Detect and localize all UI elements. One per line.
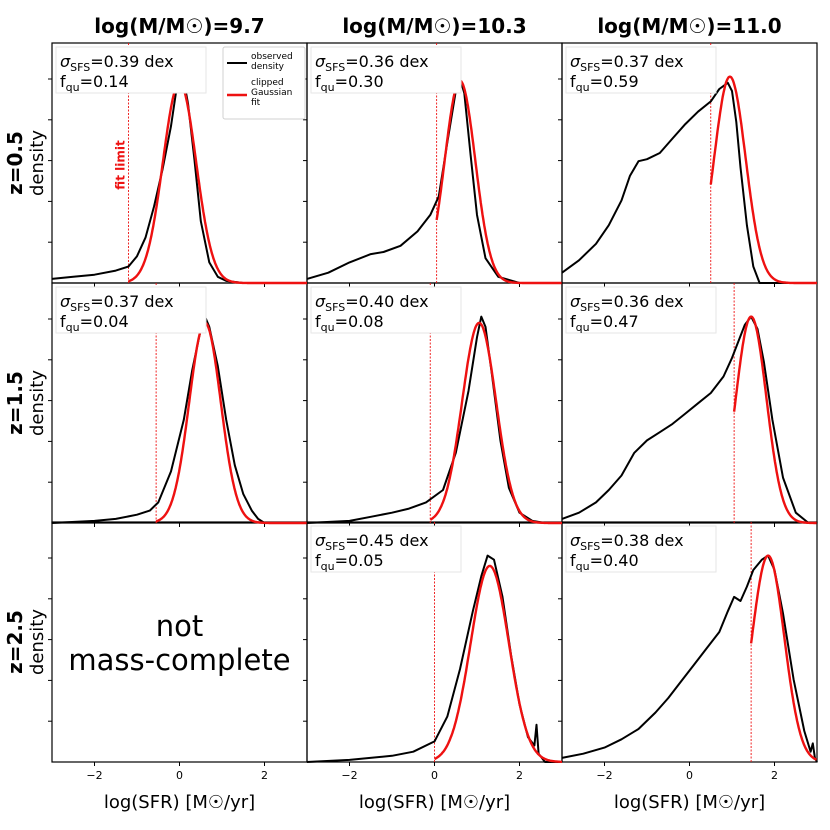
fqu-label: fqu=0.14 bbox=[60, 72, 129, 94]
stats-box-bg bbox=[565, 525, 717, 573]
row-title: z=1.5 bbox=[3, 371, 27, 435]
stats-box-bg bbox=[310, 525, 462, 573]
observed-density-line bbox=[561, 81, 817, 284]
x-tick-label: 0 bbox=[431, 769, 438, 782]
fqu-label: fqu=0.08 bbox=[315, 312, 384, 334]
sigma-label: σSFS=0.36 dex bbox=[315, 52, 429, 74]
panel-frames bbox=[48, 42, 818, 766]
y-axis-label: density bbox=[27, 130, 48, 196]
x-tick-label: 0 bbox=[686, 769, 693, 782]
not-complete-label: mass-complete bbox=[68, 643, 290, 677]
legend-fit-label: Gaussian bbox=[251, 88, 292, 98]
observed-density-line bbox=[51, 315, 307, 524]
fqu-label: fqu=0.30 bbox=[315, 72, 384, 94]
fqu-label: fqu=0.47 bbox=[570, 312, 639, 334]
x-tick-label: 2 bbox=[516, 769, 523, 782]
x-tick-label: 0 bbox=[176, 769, 183, 782]
legend-observed-label: observed bbox=[251, 52, 293, 62]
sigma-label: σSFS=0.36 dex bbox=[570, 292, 684, 314]
column-title: log(M/M☉)=11.0 bbox=[597, 14, 781, 38]
observed-density-line bbox=[306, 315, 562, 524]
gaussian-fit-line bbox=[732, 315, 817, 525]
fqu-label: fqu=0.59 bbox=[570, 72, 639, 94]
gaussian-fit-line bbox=[429, 321, 563, 525]
gaussian-fit-line bbox=[128, 81, 308, 285]
panel-frame bbox=[558, 282, 818, 527]
column-title: log(M/M☉)=10.3 bbox=[342, 14, 526, 38]
not-complete-label: not bbox=[156, 609, 204, 643]
gaussian-fit-line bbox=[155, 321, 307, 525]
gaussian-fit-line bbox=[749, 554, 818, 761]
legend-fit-label: clipped bbox=[251, 78, 284, 88]
legend-fit-label: fit bbox=[251, 98, 261, 108]
observed-density-line bbox=[306, 77, 562, 284]
stats-box-bg bbox=[310, 46, 462, 94]
gaussian-fit-line bbox=[435, 79, 562, 285]
legend-box bbox=[222, 46, 306, 120]
stats-box-bg bbox=[310, 286, 462, 334]
legend-observed-label: density bbox=[251, 62, 285, 72]
y-axis-label: density bbox=[27, 609, 48, 675]
x-tick-label: −2 bbox=[341, 769, 357, 782]
x-tick-label: −2 bbox=[86, 769, 102, 782]
x-tick-label: 2 bbox=[771, 769, 778, 782]
sigma-label: σSFS=0.39 dex bbox=[60, 52, 174, 74]
sigma-label: σSFS=0.45 dex bbox=[315, 531, 429, 553]
fqu-label: fqu=0.40 bbox=[570, 551, 639, 573]
sigma-label: σSFS=0.37 dex bbox=[60, 292, 174, 314]
x-tick-label: 2 bbox=[261, 769, 268, 782]
observed-density-line bbox=[306, 554, 562, 763]
panel bbox=[561, 283, 817, 525]
column-title: log(M/M☉)=9.7 bbox=[94, 14, 264, 38]
sigma-label: σSFS=0.37 dex bbox=[570, 52, 684, 74]
y-axis-label: density bbox=[27, 370, 48, 436]
x-axis-label: log(SFR) [M☉/yr] bbox=[359, 792, 510, 813]
x-axis-label: log(SFR) [M☉/yr] bbox=[614, 792, 765, 813]
stats-box-bg bbox=[55, 286, 207, 334]
observed-density-line bbox=[561, 315, 817, 524]
gaussian-fit-line bbox=[709, 75, 818, 285]
x-axis-label: log(SFR) [M☉/yr] bbox=[104, 792, 255, 813]
panel bbox=[561, 522, 818, 763]
stats-box-bg bbox=[55, 46, 207, 94]
gaussian-fit-line bbox=[434, 564, 563, 763]
x-tick-label: −2 bbox=[596, 769, 612, 782]
sigma-label: σSFS=0.40 dex bbox=[315, 292, 429, 314]
stats-box-bg bbox=[565, 286, 717, 334]
fqu-label: fqu=0.05 bbox=[315, 551, 384, 573]
panel-frame bbox=[558, 521, 818, 766]
sigma-label: σSFS=0.38 dex bbox=[570, 531, 684, 553]
row-title: z=2.5 bbox=[3, 610, 27, 674]
observed-density-line bbox=[561, 554, 818, 763]
fit-limit-label: fit limit bbox=[114, 140, 128, 190]
stats-box-bg bbox=[565, 46, 717, 94]
row-title: z=0.5 bbox=[3, 131, 27, 195]
fqu-label: fqu=0.04 bbox=[60, 312, 129, 334]
